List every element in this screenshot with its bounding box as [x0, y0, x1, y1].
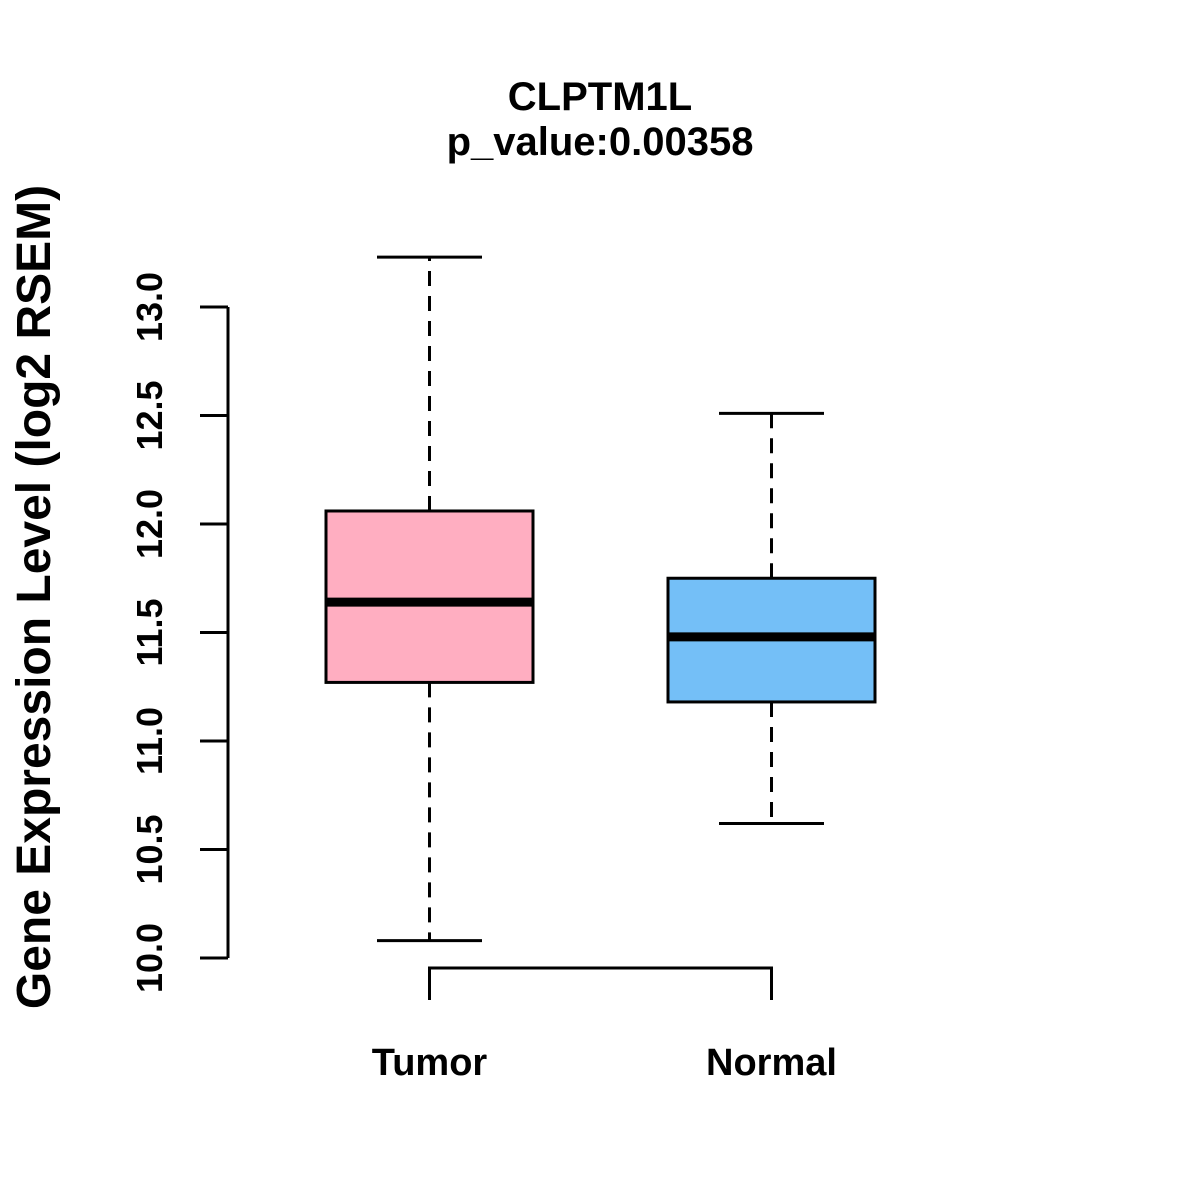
y-tick-label: 12.0 [129, 489, 170, 559]
category-label-tumor: Tumor [372, 1042, 488, 1084]
y-tick-label: 10.0 [129, 923, 170, 993]
category-labels: Tumor Normal [372, 1042, 837, 1084]
x-axis-bracket [428, 966, 773, 1000]
y-tick-label: 11.0 [129, 707, 170, 775]
y-axis: 10.0 10.5 11.0 11.5 12.0 12.5 13.0 [129, 272, 230, 993]
boxplot-boxes [324, 255, 877, 943]
y-tick-label: 11.5 [129, 598, 170, 666]
iqr-box-tumor [324, 509, 535, 684]
y-tick-label: 10.5 [129, 814, 170, 884]
y-axis-label: Gene Expression Level (log2 RSEM) [8, 185, 61, 1009]
category-label-normal: Normal [706, 1042, 837, 1084]
y-tick-label: 12.5 [129, 380, 170, 450]
chart-subtitle: p_value:0.00358 [447, 120, 754, 164]
chart-title: CLPTM1L [508, 75, 692, 119]
y-tick-label: 13.0 [129, 272, 170, 342]
x-axis [428, 966, 773, 1000]
